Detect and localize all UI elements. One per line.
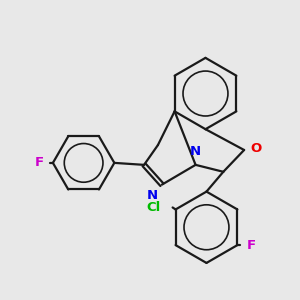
Text: F: F xyxy=(35,156,44,170)
Text: O: O xyxy=(250,142,261,154)
Text: N: N xyxy=(190,145,201,158)
Text: N: N xyxy=(147,189,158,202)
Text: F: F xyxy=(246,238,255,252)
Text: Cl: Cl xyxy=(146,201,161,214)
